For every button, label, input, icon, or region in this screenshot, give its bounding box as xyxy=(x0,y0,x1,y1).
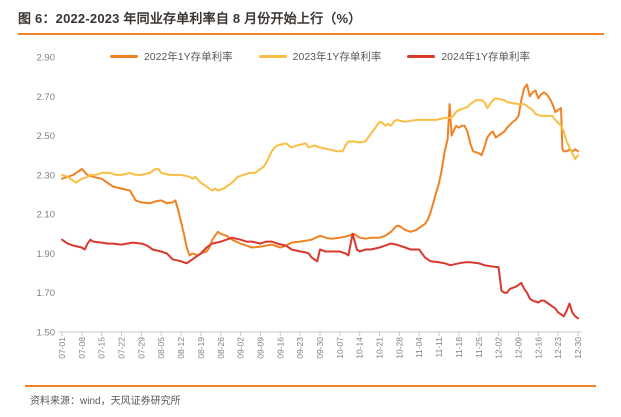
svg-text:07-01: 07-01 xyxy=(57,337,67,359)
legend-label-2024: 2024年1Y存单利率 xyxy=(441,50,531,63)
svg-text:10-28: 10-28 xyxy=(394,337,404,359)
legend-item-2022: 2022年1Y存单利率 xyxy=(109,50,233,63)
svg-text:12-16: 12-16 xyxy=(533,337,543,359)
svg-text:1.90: 1.90 xyxy=(37,249,56,260)
svg-text:2.30: 2.30 xyxy=(37,170,56,181)
legend-line-2022-icon xyxy=(109,55,138,58)
svg-text:09-02: 09-02 xyxy=(236,337,246,359)
svg-text:09-16: 09-16 xyxy=(275,337,285,359)
title-divider xyxy=(18,33,604,35)
svg-text:08-26: 08-26 xyxy=(216,337,226,359)
source-note: 资料来源：wind，天风证券研究所 xyxy=(30,396,181,407)
svg-text:07-22: 07-22 xyxy=(117,337,127,359)
svg-text:08-19: 08-19 xyxy=(196,337,206,359)
svg-text:09-09: 09-09 xyxy=(255,337,265,359)
svg-text:2.90: 2.90 xyxy=(37,53,56,64)
svg-text:09-30: 09-30 xyxy=(315,337,325,359)
svg-text:07-08: 07-08 xyxy=(77,337,87,359)
svg-text:1.50: 1.50 xyxy=(37,328,56,339)
legend-label-2023: 2023年1Y存单利率 xyxy=(292,50,382,63)
legend-label-2022: 2022年1Y存单利率 xyxy=(143,50,233,63)
chart-legend: 2022年1Y存单利率 2023年1Y存单利率 2024年1Y存单利率 xyxy=(62,50,578,63)
svg-text:08-05: 08-05 xyxy=(156,337,166,359)
svg-text:08-12: 08-12 xyxy=(176,337,186,359)
figure-title: 图 6：2022-2023 年同业存单利率自 8 月份开始上行（%） xyxy=(18,11,362,26)
svg-text:12-09: 12-09 xyxy=(513,337,523,359)
svg-text:2.10: 2.10 xyxy=(37,210,56,221)
legend-line-2024-icon xyxy=(407,55,436,58)
svg-text:10-21: 10-21 xyxy=(375,337,385,359)
svg-text:11-25: 11-25 xyxy=(474,337,484,358)
svg-text:09-23: 09-23 xyxy=(295,337,305,359)
svg-text:1.70: 1.70 xyxy=(37,288,56,299)
svg-text:07-29: 07-29 xyxy=(136,337,146,359)
svg-text:12-30: 12-30 xyxy=(573,337,583,359)
svg-text:2.50: 2.50 xyxy=(37,131,56,142)
svg-text:07-15: 07-15 xyxy=(97,337,107,359)
svg-text:12-23: 12-23 xyxy=(553,337,563,359)
legend-line-2023-icon xyxy=(258,55,287,58)
svg-text:11-18: 11-18 xyxy=(454,337,464,358)
legend-item-2024: 2024年1Y存单利率 xyxy=(407,51,530,63)
svg-text:11-11: 11-11 xyxy=(434,337,444,358)
legend-item-2023: 2023年1Y存单利率 xyxy=(258,50,382,63)
svg-text:2.70: 2.70 xyxy=(37,92,56,103)
svg-text:11-04: 11-04 xyxy=(414,337,424,358)
svg-text:10-07: 10-07 xyxy=(335,337,345,359)
footer-divider xyxy=(25,385,596,387)
svg-text:12-02: 12-02 xyxy=(494,337,504,359)
svg-text:10-14: 10-14 xyxy=(355,337,365,359)
